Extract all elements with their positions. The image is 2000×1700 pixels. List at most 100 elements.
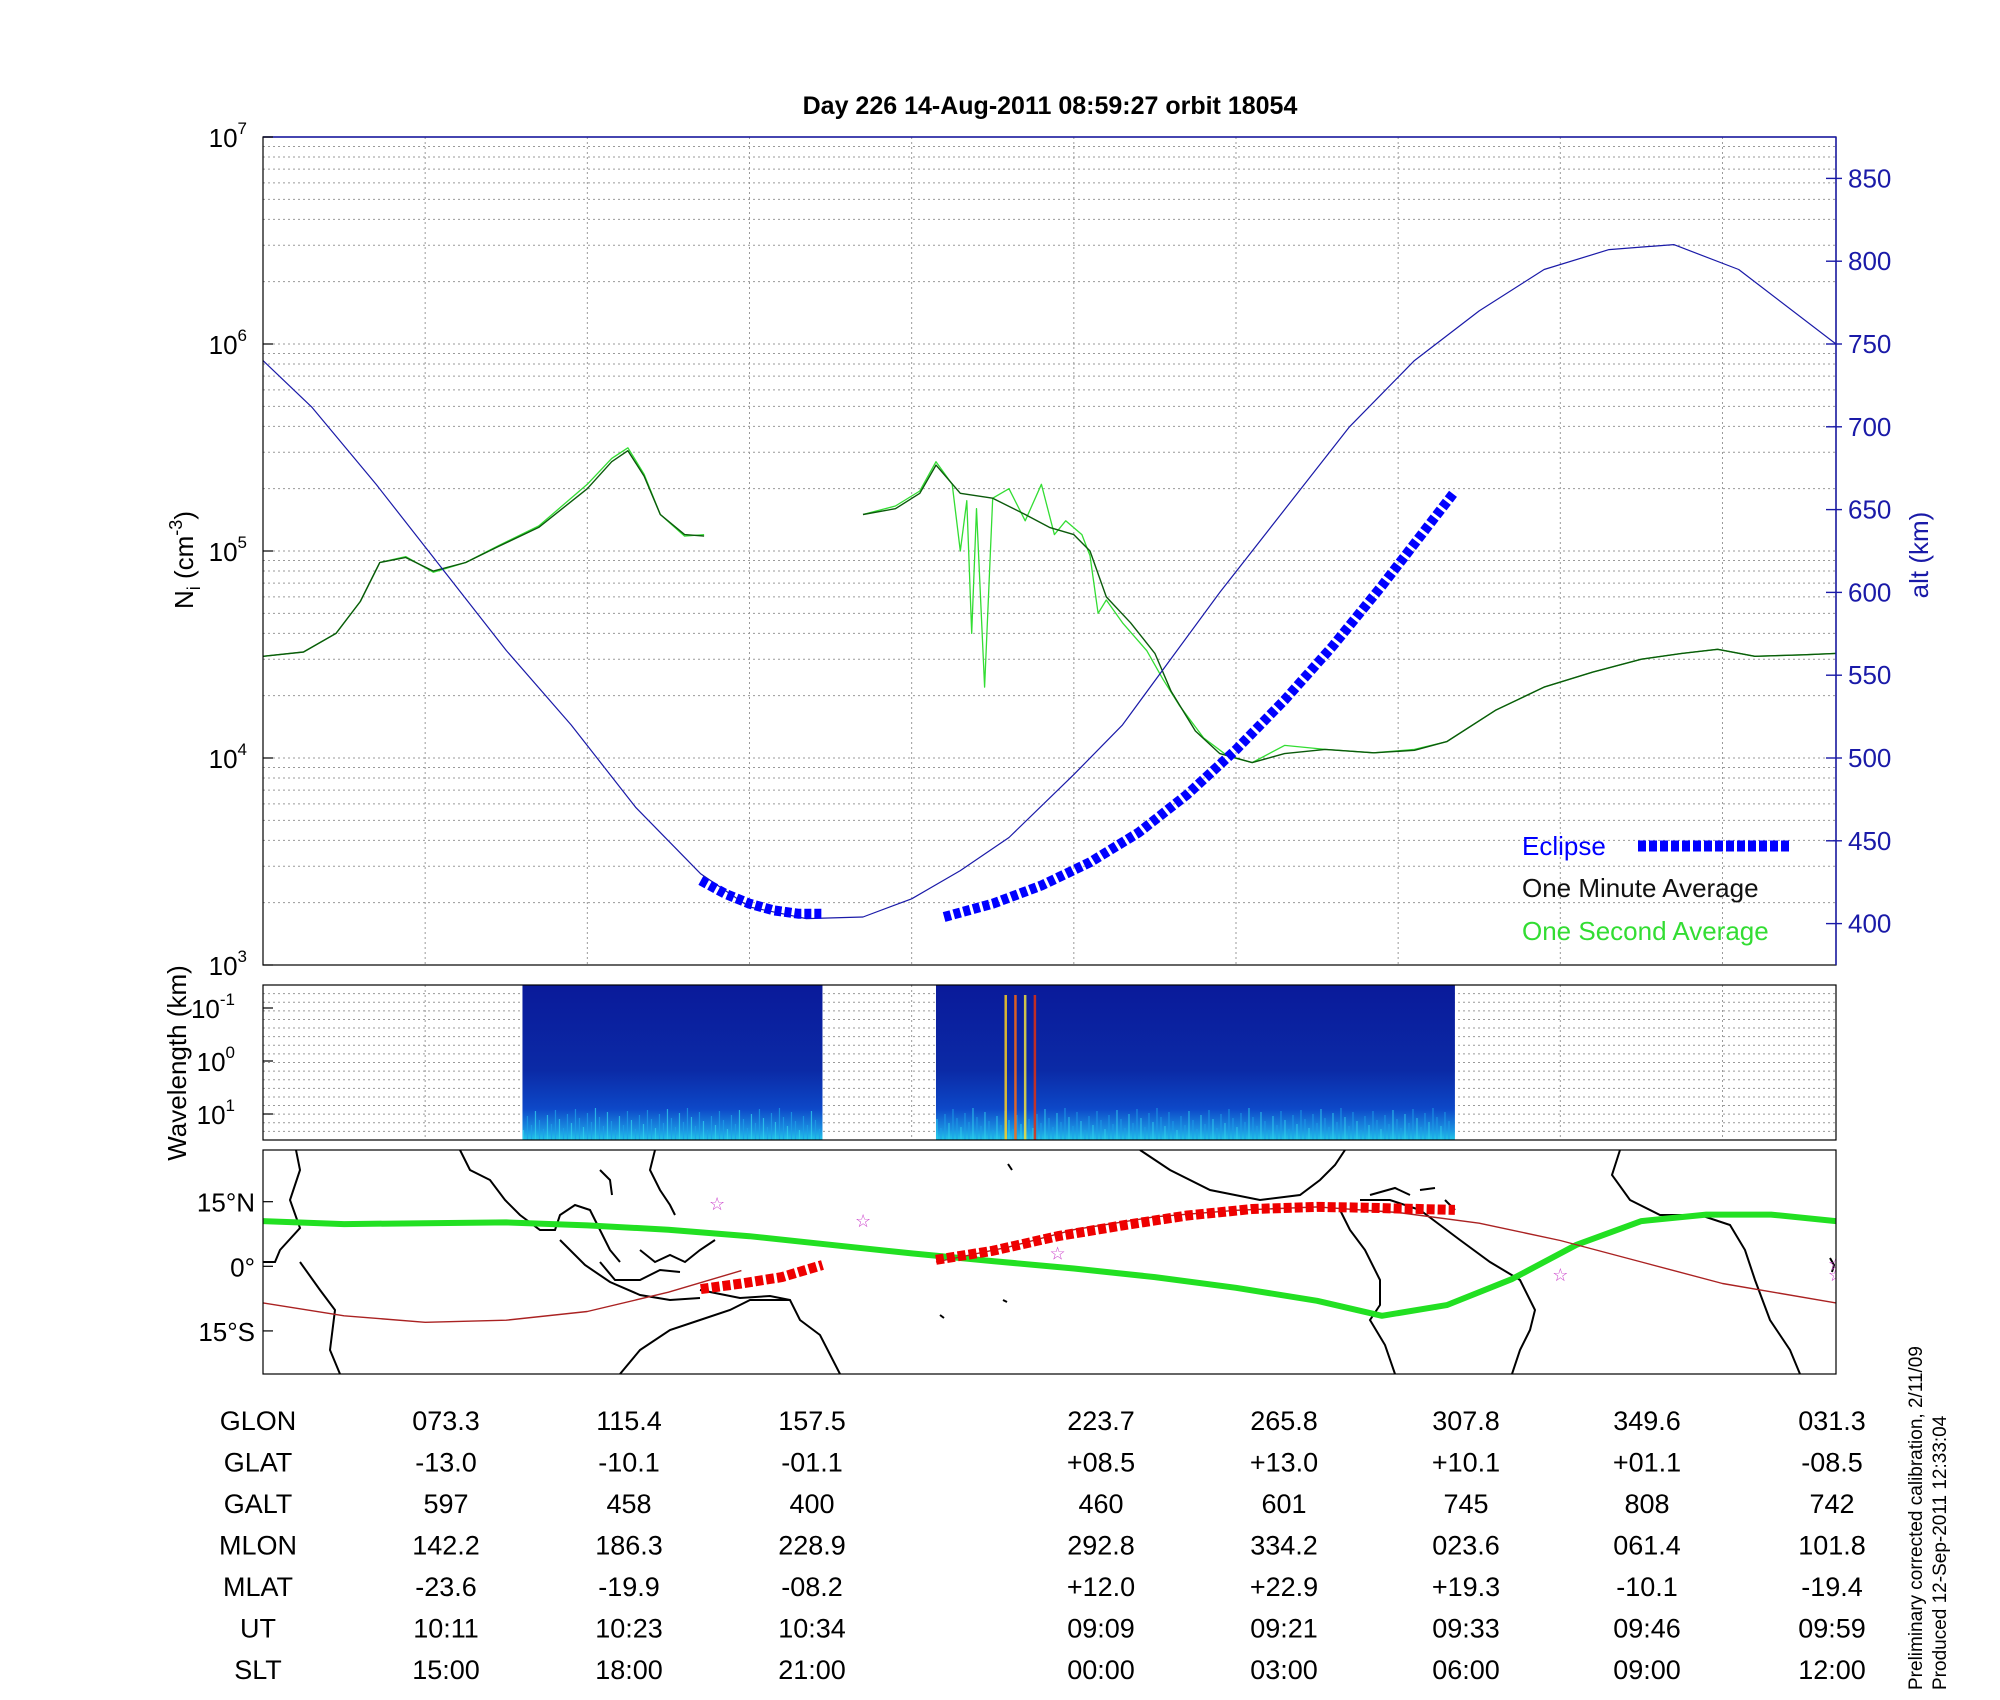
table-cell: 458: [606, 1489, 651, 1519]
table-cell: 349.6: [1613, 1406, 1681, 1436]
chart-title: Day 226 14-Aug-2011 08:59:27 orbit 18054: [803, 92, 1298, 120]
altitude-tick-label: 500: [1848, 743, 1891, 773]
table-cell: 265.8: [1250, 1406, 1318, 1436]
table-cell: 142.2: [412, 1531, 480, 1561]
map-orbit-track-segment: [263, 1269, 742, 1324]
table-cell: -01.1: [781, 1448, 843, 1478]
series-one-minute-average-segment: [862, 464, 1836, 764]
map-magnetic-equator-segment: [263, 1211, 1836, 1319]
map-eclipse-ground-segment: [935, 1201, 1456, 1265]
spectrogram-y-label: Wavelength (km): [162, 965, 192, 1161]
table-cell: 745: [1443, 1489, 1488, 1519]
table-cell: 10:11: [413, 1614, 479, 1644]
table-cell: 223.7: [1067, 1406, 1135, 1436]
table-cell: -13.0: [415, 1448, 477, 1478]
table-cell: 10:34: [778, 1614, 846, 1644]
series-eclipse-segment: [698, 876, 823, 919]
table-cell: 334.2: [1250, 1531, 1318, 1561]
table-row-label: GLON: [220, 1406, 297, 1436]
table-cell: 10:23: [595, 1614, 663, 1644]
legend-entry-one-second: One Second Average: [1522, 916, 1769, 946]
table-cell: 597: [423, 1489, 468, 1519]
table-cell: +10.1: [1432, 1448, 1500, 1478]
altitude-tick-label: 550: [1848, 660, 1891, 690]
table-cell: -23.6: [415, 1572, 477, 1602]
footnote-line-2: Produced 12-Sep-2011 12:33:04: [1930, 1415, 1951, 1690]
table-row-label: GLAT: [224, 1448, 293, 1478]
star-marker: ☆: [855, 1211, 871, 1231]
table-cell: 073.3: [412, 1406, 480, 1436]
altitude-tick-label: 850: [1848, 163, 1891, 193]
table-cell: 21:00: [778, 1655, 846, 1685]
table-cell: 09:59: [1798, 1614, 1866, 1644]
altitude-tick-label: 600: [1848, 577, 1891, 607]
spectrogram-block: [522, 985, 823, 1140]
star-marker: ☆: [709, 1194, 725, 1214]
table-cell: -10.1: [598, 1448, 660, 1478]
ground-track-panel: ☆☆☆☆☆☆ 15°N0°15°S: [197, 1149, 1844, 1375]
density-series: [263, 244, 1836, 922]
altitude-right-ticks: 400 450 500 550 600 650 700 750 800 850: [1826, 163, 1891, 939]
map-eclipse-ground-segment: [700, 1260, 824, 1295]
series-alt-segment: [263, 244, 1836, 920]
table-row-label: MLAT: [223, 1572, 293, 1602]
legend-entry-one-minute: One Minute Average: [1522, 873, 1759, 903]
table-cell: +08.5: [1067, 1448, 1135, 1478]
ground-track-series: ☆☆☆☆☆☆: [263, 1194, 1844, 1324]
table-cell: 15:00: [412, 1655, 480, 1685]
orbit-info-table: GLON 073.3 115.4 157.5 223.7 265.8 307.8 349.6 0…: [219, 1406, 1866, 1685]
coastline-asia: [459, 1150, 676, 1263]
table-cell: -08.5: [1801, 1448, 1863, 1478]
table-cell: 292.8: [1067, 1531, 1135, 1561]
table-row-label: UT: [240, 1614, 276, 1644]
star-marker: ☆: [1552, 1265, 1568, 1285]
table-cell: 808: [1624, 1489, 1669, 1519]
table-cell: 186.3: [595, 1531, 663, 1561]
coastline-indonesia: [559, 1239, 791, 1302]
table-row-label: MLON: [219, 1531, 297, 1561]
altitude-y-label: alt (km): [1904, 512, 1934, 599]
altitude-tick-label: 650: [1848, 495, 1891, 525]
coastline-australia: [619, 1299, 841, 1374]
table-cell: 115.4: [596, 1406, 662, 1436]
table-cell: -19.4: [1801, 1572, 1863, 1602]
altitude-tick-label: 400: [1848, 909, 1891, 939]
table-cell: 09:09: [1067, 1614, 1135, 1644]
table-cell: 157.5: [778, 1406, 846, 1436]
table-cell: 228.9: [778, 1531, 846, 1561]
footnote: Preliminary corrected calibration, 2/11/…: [1906, 1346, 1951, 1690]
table-cell: +12.0: [1067, 1572, 1135, 1602]
coastline-africa: [263, 1150, 341, 1374]
table-cell: 307.8: [1432, 1406, 1500, 1436]
table-cell: -08.2: [781, 1572, 843, 1602]
table-cell: 00:00: [1067, 1655, 1135, 1685]
table-cell: 12:00: [1798, 1655, 1866, 1685]
spectrogram-blocks: [522, 985, 1455, 1140]
altitude-tick-label: 450: [1848, 826, 1891, 856]
ground-track-ticks: 15°N 0° 15°S: [197, 1188, 273, 1347]
ground-track-frame: [262, 1149, 1837, 1375]
table-cell: 460: [1078, 1489, 1123, 1519]
table-cell: 09:33: [1432, 1614, 1500, 1644]
table-cell: +22.9: [1250, 1572, 1318, 1602]
table-cell: 601: [1261, 1489, 1306, 1519]
density-grid: [263, 137, 1836, 965]
star-marker: ☆: [1828, 1265, 1844, 1285]
table-cell: 023.6: [1432, 1531, 1500, 1561]
table-cell: 09:00: [1613, 1655, 1681, 1685]
spectrogram-frame: [262, 984, 1837, 1141]
table-cell: +19.3: [1432, 1572, 1500, 1602]
table-cell: 18:00: [595, 1655, 663, 1685]
table-cell: 06:00: [1432, 1655, 1500, 1685]
table-cell: 400: [789, 1489, 834, 1519]
table-cell: 742: [1809, 1489, 1854, 1519]
star-marker: ☆: [1050, 1243, 1066, 1263]
series-one-minute-average-segment: [263, 450, 705, 657]
latitude-tick-label: 15°N: [197, 1188, 255, 1218]
spectrogram-block: [935, 985, 1455, 1140]
table-cell: +13.0: [1250, 1448, 1318, 1478]
table-cell: 101.8: [1798, 1531, 1866, 1561]
table-row-label: GALT: [224, 1489, 293, 1519]
